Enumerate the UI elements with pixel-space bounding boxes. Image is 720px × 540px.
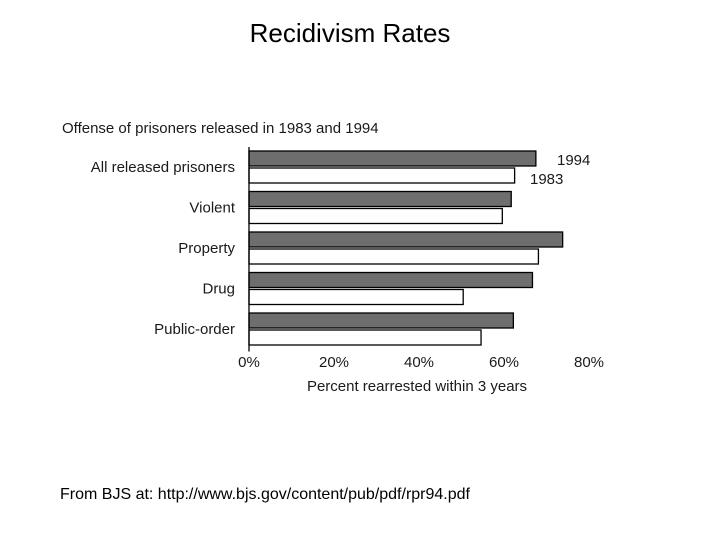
- category-label-violent: Violent: [189, 200, 235, 217]
- category-label-public-order: Public-order: [154, 321, 235, 338]
- category-label-drug: Drug: [202, 281, 235, 298]
- bar-1983-violent: [248, 207, 503, 225]
- x-tick-label-2: 40%: [404, 354, 434, 371]
- plot-area: All released prisoners Violent Property Dru…: [91, 147, 604, 395]
- slide-title: Recidivism Rates: [249, 18, 451, 48]
- x-tick-label-4: 80%: [574, 354, 604, 371]
- bar-1994-property: [248, 231, 564, 248]
- x-tick-label-0: 0%: [238, 354, 260, 371]
- category-label-property: Property: [178, 240, 235, 257]
- bar-1994-public-order: [248, 312, 515, 329]
- bar-1994-violent: [248, 190, 512, 208]
- bar-1983-public-order: [248, 329, 482, 346]
- bar-1983-property: [248, 248, 540, 265]
- legend-label-1994: 1994: [557, 152, 590, 169]
- x-axis-label: Percent rearrested within 3 years: [307, 378, 527, 395]
- x-tick-label-3: 60%: [489, 354, 519, 371]
- source-citation: From BJS at: http://www.bjs.gov/content/…: [60, 486, 470, 503]
- bar-1983-all-released-prisoners: [248, 167, 516, 184]
- chart-title: Offense of prisoners released in 1983 an…: [62, 120, 379, 137]
- bar-1994-all-released-prisoners: [248, 150, 537, 167]
- legend-label-1983: 1983: [530, 171, 563, 188]
- bar-1983-drug: [248, 288, 464, 306]
- category-label-all-released-prisoners: All released prisoners: [91, 159, 235, 176]
- x-tick-label-1: 20%: [319, 354, 349, 371]
- bar-1994-drug: [248, 271, 534, 289]
